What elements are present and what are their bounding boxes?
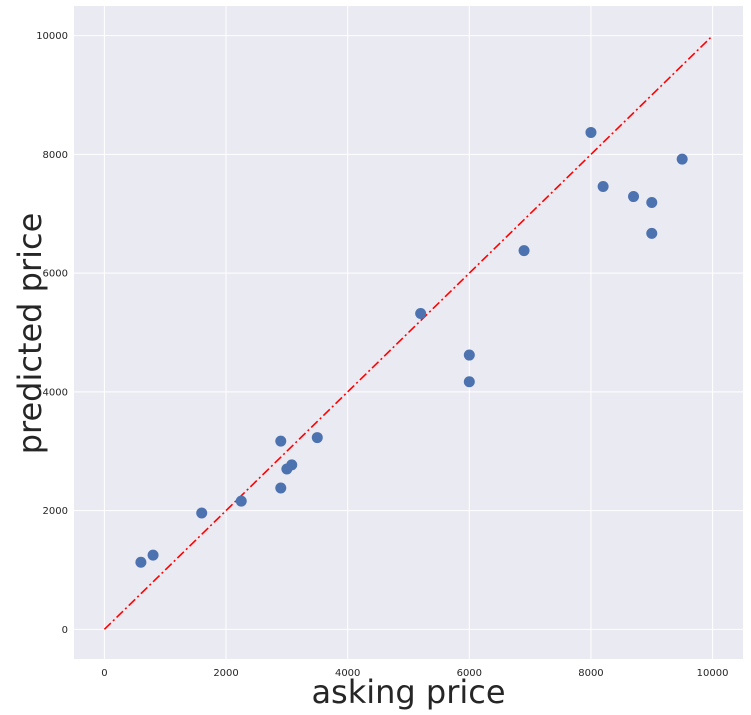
data-point — [646, 227, 658, 239]
data-point — [415, 308, 427, 320]
y-tick-label: 10000 — [36, 31, 68, 42]
x-axis-label: asking price — [311, 673, 505, 711]
y-tick-label: 2000 — [43, 506, 68, 517]
x-tick-label: 4000 — [335, 668, 360, 679]
data-point — [463, 376, 475, 388]
data-point — [676, 153, 688, 165]
data-point — [311, 432, 323, 444]
data-point — [135, 556, 147, 568]
y-tick-label: 8000 — [43, 150, 68, 161]
data-point — [585, 126, 597, 138]
data-point — [463, 349, 475, 361]
data-point — [286, 459, 298, 471]
y-axis-label: predicted price — [11, 213, 49, 455]
y-tick-labels: 0 2000 4000 6000 8000 10000 — [36, 31, 68, 636]
data-point — [518, 245, 530, 257]
y-tick-label: 0 — [62, 625, 68, 636]
data-point — [646, 196, 658, 208]
data-point — [628, 191, 640, 203]
x-tick-label: 2000 — [213, 668, 238, 679]
x-tick-label: 8000 — [578, 668, 603, 679]
x-tick-label: 10000 — [697, 668, 729, 679]
data-point — [147, 549, 159, 561]
data-point — [196, 507, 208, 519]
y-tick-label: 4000 — [43, 387, 68, 398]
data-points — [135, 126, 688, 568]
data-point — [275, 435, 287, 447]
data-point — [275, 482, 287, 494]
data-point — [235, 495, 247, 507]
data-point — [597, 180, 609, 192]
x-tick-labels: 0 2000 4000 6000 8000 10000 — [101, 668, 728, 679]
y-tick-label: 6000 — [43, 269, 68, 280]
x-tick-label: 6000 — [457, 668, 482, 679]
grid-lines — [74, 6, 743, 659]
identity-reference-line — [103, 35, 714, 630]
x-tick-label: 0 — [101, 668, 107, 679]
